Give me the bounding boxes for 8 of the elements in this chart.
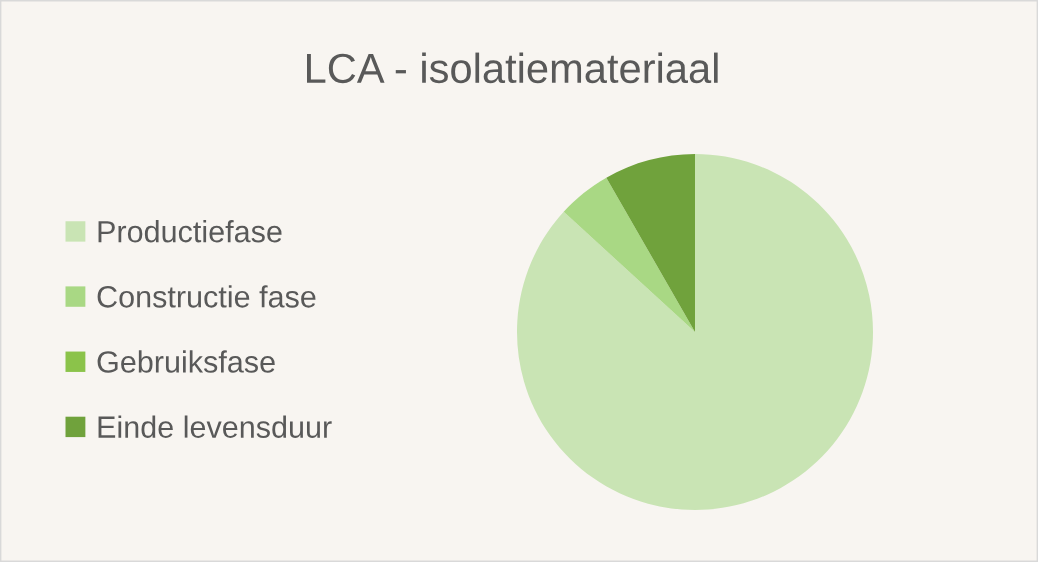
pie-slice [606,154,695,332]
pie-slice [517,154,873,510]
legend-label: Einde levensduur [98,415,332,438]
legend-label: Gebruiksfase [97,350,275,373]
legend-label: Productiefase [98,220,282,243]
chart-title: LCA - isolatiemateriaal [307,52,718,84]
legend-label: Constructie fase [97,285,316,308]
pie-slice [563,177,695,332]
